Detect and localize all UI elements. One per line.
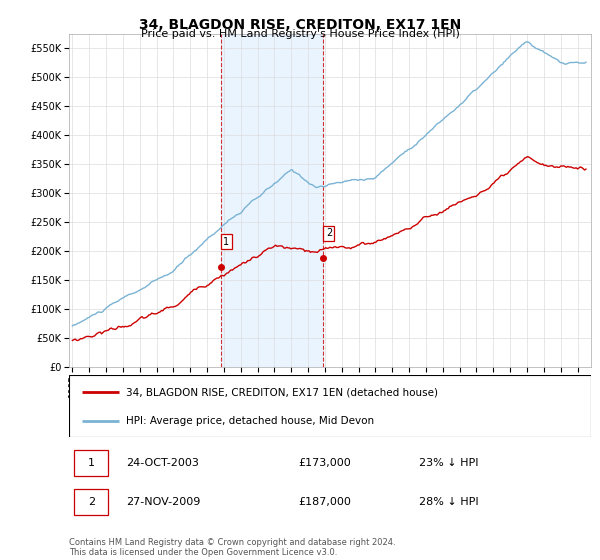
Text: 28% ↓ HPI: 28% ↓ HPI: [419, 497, 478, 507]
Text: HPI: Average price, detached house, Mid Devon: HPI: Average price, detached house, Mid …: [127, 417, 374, 426]
Text: Price paid vs. HM Land Registry's House Price Index (HPI): Price paid vs. HM Land Registry's House …: [140, 29, 460, 39]
Text: 24-OCT-2003: 24-OCT-2003: [127, 458, 199, 468]
Text: 34, BLAGDON RISE, CREDITON, EX17 1EN: 34, BLAGDON RISE, CREDITON, EX17 1EN: [139, 18, 461, 32]
Text: £187,000: £187,000: [299, 497, 352, 507]
Text: 27-NOV-2009: 27-NOV-2009: [127, 497, 201, 507]
Text: 1: 1: [88, 458, 95, 468]
FancyBboxPatch shape: [74, 489, 108, 515]
Text: 34, BLAGDON RISE, CREDITON, EX17 1EN (detached house): 34, BLAGDON RISE, CREDITON, EX17 1EN (de…: [127, 388, 439, 398]
Text: 2: 2: [88, 497, 95, 507]
Bar: [221, 34, 323, 367]
Text: 2: 2: [326, 228, 332, 239]
Text: Contains HM Land Registry data © Crown copyright and database right 2024.
This d: Contains HM Land Registry data © Crown c…: [69, 538, 395, 557]
Text: 1: 1: [223, 236, 229, 246]
FancyBboxPatch shape: [69, 375, 591, 437]
Text: 23% ↓ HPI: 23% ↓ HPI: [419, 458, 478, 468]
Text: £173,000: £173,000: [299, 458, 352, 468]
FancyBboxPatch shape: [74, 450, 108, 475]
